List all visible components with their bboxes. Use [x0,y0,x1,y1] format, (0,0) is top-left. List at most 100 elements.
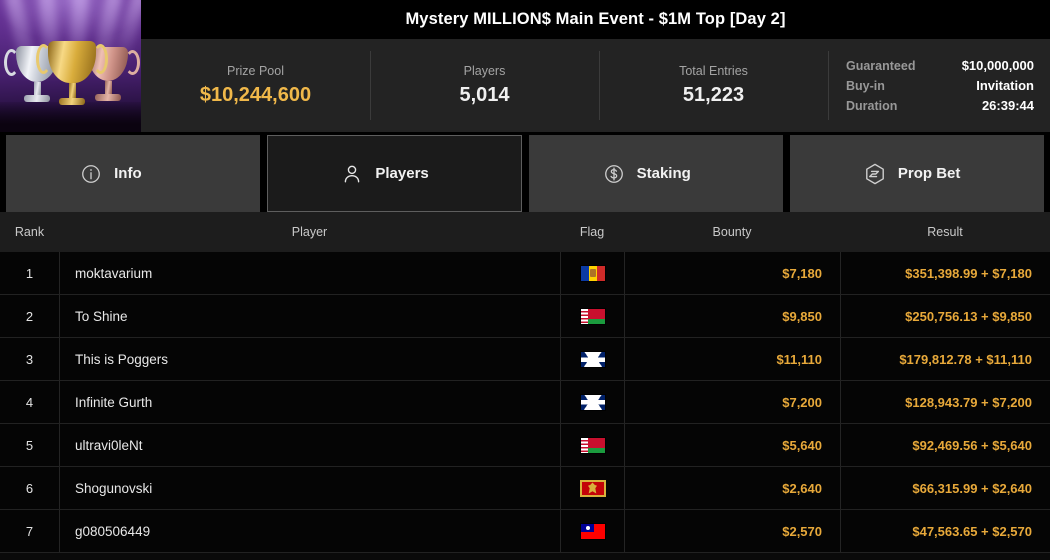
table-body: 1 moktavarium $7,180 $351,398.99 + $7,180 2 T… [0,252,1050,553]
result-value: $47,563.65 + $2,570 [912,523,1032,539]
cell-player: Infinite Gurth [59,381,560,423]
column-header-flag[interactable]: Flag [579,225,605,239]
stat-prize-pool: Prize Pool $10,244,600 [141,39,370,132]
cell-rank: 4 [0,381,59,423]
meta-key: Duration [846,99,898,113]
flag-uk-icon [579,393,606,411]
rank-value: 3 [25,351,34,367]
cell-player: This is Poggers [59,338,560,380]
tournament-meta: Guaranteed $10,000,000 Buy-in Invitation… [828,39,1050,132]
cell-result: $250,756.13 + $9,850 [840,295,1050,337]
result-value: $128,943.79 + $7,200 [905,394,1032,410]
cell-flag [560,381,624,423]
cell-player: g080506449 [59,510,560,552]
bounty-value: $7,200 [782,394,822,410]
cell-rank: 7 [0,510,59,552]
rank-value: 2 [25,308,34,324]
cell-result: $66,315.99 + $2,640 [840,467,1050,509]
meta-value: Invitation [976,78,1034,93]
stat-value: 51,223 [682,84,745,106]
cell-bounty: $5,640 [624,424,840,466]
dollar-circle-icon [601,161,627,187]
bounty-value: $9,850 [782,308,822,324]
cell-result: $47,563.65 + $2,570 [840,510,1050,552]
cell-flag [560,510,624,552]
table-row[interactable]: 3 This is Poggers $11,110 $179,812.78 + $11… [0,338,1050,381]
table-row[interactable]: 1 moktavarium $7,180 $351,398.99 + $7,180 [0,252,1050,295]
meta-key: Buy-in [846,79,885,93]
rank-value: 4 [25,394,34,410]
bounty-value: $5,640 [782,437,822,453]
flag-montenegro-icon [579,479,606,497]
flag-belarus-icon [579,307,606,325]
table-row[interactable]: 4 Infinite Gurth $7,200 $128,943.79 + $7,20… [0,381,1050,424]
rank-value: 7 [25,523,34,539]
cell-rank: 5 [0,424,59,466]
meta-value: $10,000,000 [961,58,1034,73]
tab-staking[interactable]: Staking [528,135,783,212]
cell-rank: 2 [0,295,59,337]
cell-player: To Shine [59,295,560,337]
header-content: Mystery MILLION$ Main Event - $1M Top [D… [141,0,1050,135]
trophies-icon [0,0,141,132]
cell-player: ultravi0leNt [59,424,560,466]
stat-value: 5,014 [459,84,510,106]
cell-result: $179,812.78 + $11,110 [840,338,1050,380]
tournament-header: Mystery MILLION$ Main Event - $1M Top [D… [0,0,1050,135]
column-header-rank[interactable]: Rank [14,225,45,239]
info-circle-icon [78,161,104,187]
rank-value: 6 [25,480,34,496]
cell-result: $128,943.79 + $7,200 [840,381,1050,423]
player-name: Shogunovski [75,480,153,496]
column-header-bounty[interactable]: Bounty [712,225,752,239]
meta-value: 26:39:44 [981,98,1034,113]
flag-moldova-icon [579,264,606,282]
cell-bounty: $2,570 [624,510,840,552]
tab-prop-bet[interactable]: Prop Bet [789,135,1044,212]
tab-bar: Info Players Staking [0,135,1050,212]
bounty-value: $2,640 [782,480,822,496]
player-name: This is Poggers [75,351,169,367]
players-table: Rank Player Flag Bounty Result 1 moktavar… [0,212,1050,553]
table-row[interactable]: 7 g080506449 $2,570 $47,563.65 + $2,570 [0,510,1050,553]
meta-key: Guaranteed [846,59,916,73]
cell-rank: 1 [0,252,59,294]
tab-label: Players [375,165,429,182]
table-row[interactable]: 5 ultravi0leNt $5,640 $92,469.56 + $5,640 [0,424,1050,467]
player-name: ultravi0leNt [75,437,143,453]
meta-row-guaranteed: Guaranteed $10,000,000 [846,56,1034,76]
page-title: Mystery MILLION$ Main Event - $1M Top [D… [141,0,1050,39]
result-value: $92,469.56 + $5,640 [912,437,1032,453]
tab-label: Info [114,165,142,182]
player-name: moktavarium [75,265,153,281]
cell-bounty: $11,110 [624,338,840,380]
cell-bounty: $9,850 [624,295,840,337]
player-name: Infinite Gurth [75,394,153,410]
tournament-stats-bar: Prize Pool $10,244,600 Players 5,014 Tot… [141,39,1050,132]
flag-uk-icon [579,350,606,368]
cell-flag [560,295,624,337]
column-header-player[interactable]: Player [291,225,328,239]
hexagon-swap-icon [862,161,888,187]
cell-flag [560,252,624,294]
stat-total-entries: Total Entries 51,223 [599,39,828,132]
cell-rank: 3 [0,338,59,380]
cell-player: Shogunovski [59,467,560,509]
table-header-row: Rank Player Flag Bounty Result [0,212,1050,252]
cell-result: $351,398.99 + $7,180 [840,252,1050,294]
table-row[interactable]: 2 To Shine $9,850 $250,756.13 + $9,850 [0,295,1050,338]
stat-value: $10,244,600 [199,84,312,106]
result-value: $250,756.13 + $9,850 [905,308,1032,324]
stat-players: Players 5,014 [370,39,599,132]
stat-label: Players [463,64,506,78]
table-row[interactable]: 6 Shogunovski $2,640 $66,315.99 + $2,640 [0,467,1050,510]
column-header-result[interactable]: Result [927,225,963,239]
bounty-value: $2,570 [782,523,822,539]
tab-info[interactable]: Info [6,135,261,212]
player-name: To Shine [75,308,128,324]
cell-flag [560,424,624,466]
meta-row-buyin: Buy-in Invitation [846,76,1034,96]
cell-bounty: $7,200 [624,381,840,423]
tab-players[interactable]: Players [267,135,522,212]
